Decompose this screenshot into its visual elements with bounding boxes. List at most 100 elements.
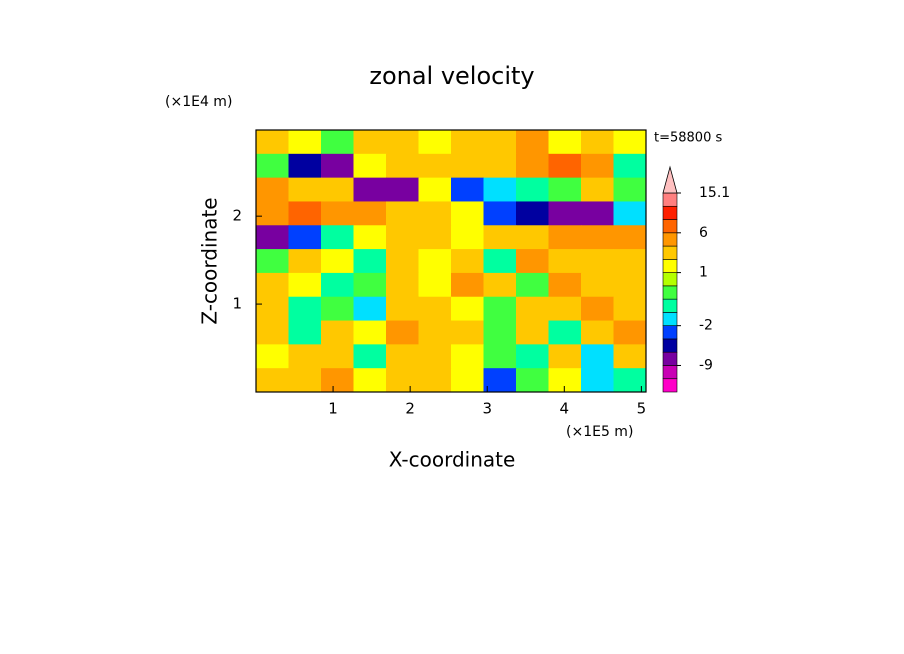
x-tick-label: 5 bbox=[637, 400, 647, 418]
contour-cell bbox=[613, 177, 647, 202]
colorbar-segment bbox=[662, 219, 678, 234]
colorbar-segment bbox=[662, 205, 678, 220]
contour-cell bbox=[516, 296, 549, 322]
contour-cell bbox=[418, 225, 452, 250]
colorbar-tick-label: 1 bbox=[699, 265, 708, 281]
contour-cell bbox=[548, 368, 582, 393]
contour-cell bbox=[256, 344, 289, 369]
colorbar-tick-label: -9 bbox=[699, 357, 713, 373]
contour-cell bbox=[516, 153, 549, 179]
contour-cell bbox=[321, 201, 354, 226]
contour-cell bbox=[288, 296, 322, 322]
contour-cell bbox=[288, 153, 322, 179]
contour-cell bbox=[451, 368, 484, 393]
contour-cell bbox=[451, 320, 484, 345]
contour-cell bbox=[288, 201, 322, 226]
contour-cell bbox=[581, 320, 614, 345]
contour-cell bbox=[483, 225, 517, 250]
contour-cell bbox=[288, 177, 322, 202]
contour-cell bbox=[353, 201, 387, 226]
contour-cell bbox=[483, 153, 517, 179]
contour-cell bbox=[548, 153, 582, 179]
y-unit: (×1E4 m) bbox=[165, 94, 232, 110]
contour-cell bbox=[353, 368, 387, 393]
contour-cell bbox=[451, 177, 484, 202]
contour-cell bbox=[386, 201, 419, 226]
colorbar-tick-label: 15.1 bbox=[699, 185, 730, 201]
colorbar-segment bbox=[662, 232, 678, 247]
contour-cell bbox=[483, 272, 517, 298]
contour-cell bbox=[613, 225, 647, 250]
contour-cell bbox=[418, 177, 452, 202]
contour-cell bbox=[256, 225, 289, 250]
contour-cell bbox=[288, 368, 322, 393]
contour-cell bbox=[548, 249, 582, 274]
contour-cell bbox=[288, 249, 322, 274]
contour-cell bbox=[321, 177, 354, 202]
x-unit: (×1E5 m) bbox=[566, 424, 633, 440]
contour-cell bbox=[418, 368, 452, 393]
contour-cell bbox=[386, 272, 419, 298]
contour-cell bbox=[451, 225, 484, 250]
contour-cell bbox=[256, 177, 289, 202]
contour-cell bbox=[516, 225, 549, 250]
contour-cell bbox=[548, 177, 582, 202]
plot-frame bbox=[255, 129, 647, 393]
contour-cell bbox=[418, 320, 452, 345]
contour-cell bbox=[353, 130, 387, 155]
contour-cell bbox=[386, 177, 419, 202]
contour-cell bbox=[516, 272, 549, 298]
contour-cell bbox=[451, 201, 484, 226]
contour-cell bbox=[613, 249, 647, 274]
contour-cell bbox=[288, 225, 322, 250]
contour-cell bbox=[321, 130, 354, 155]
x-tick-label: 2 bbox=[405, 400, 415, 418]
contour-cell bbox=[353, 344, 387, 369]
contour-cell bbox=[386, 153, 419, 179]
contour-cell bbox=[581, 272, 614, 298]
contour-cell bbox=[451, 153, 484, 179]
contour-cell bbox=[451, 130, 484, 155]
contour-cell bbox=[483, 201, 517, 226]
contour-cell bbox=[548, 201, 582, 226]
contour-cell bbox=[581, 201, 614, 226]
contour-cell bbox=[581, 225, 614, 250]
contour-cell bbox=[613, 296, 647, 322]
colorbar-segment bbox=[662, 312, 678, 326]
contour-cell bbox=[321, 320, 354, 345]
contour-cell bbox=[353, 177, 387, 202]
contour-cell bbox=[386, 130, 419, 155]
contour-cell bbox=[321, 272, 354, 298]
contour-cell bbox=[386, 296, 419, 322]
contour-cell bbox=[353, 320, 387, 345]
colorbar-segment bbox=[662, 298, 678, 313]
contour-cell bbox=[288, 272, 322, 298]
contour-cell bbox=[548, 320, 582, 345]
contour-cell bbox=[613, 153, 647, 179]
contour-cell bbox=[548, 130, 582, 155]
contour-cell bbox=[256, 153, 289, 179]
x-tick-label: 4 bbox=[560, 400, 570, 418]
colorbar-tick-label: 6 bbox=[699, 225, 708, 241]
colorbar-extend bbox=[662, 165, 678, 194]
colorbar-segment bbox=[662, 245, 678, 260]
contour-cell bbox=[321, 249, 354, 274]
colorbar-segment bbox=[662, 259, 678, 273]
contour-cell bbox=[386, 320, 419, 345]
contour-cell bbox=[483, 249, 517, 274]
contour-cell bbox=[483, 296, 517, 322]
colorbar-segment bbox=[662, 192, 678, 207]
contour-cell bbox=[516, 320, 549, 345]
contour-cell bbox=[321, 225, 354, 250]
contour-cell bbox=[451, 272, 484, 298]
contour-cell bbox=[418, 272, 452, 298]
contour-cell bbox=[516, 249, 549, 274]
contour-cell bbox=[483, 130, 517, 155]
colorbar-segment bbox=[662, 285, 678, 300]
contour-cell bbox=[418, 201, 452, 226]
contour-cell bbox=[516, 344, 549, 369]
x-axis-label: X-coordinate bbox=[389, 448, 516, 472]
colorbar-tick-label: -2 bbox=[699, 318, 713, 334]
contour-cell bbox=[483, 177, 517, 202]
contour-cell bbox=[483, 368, 517, 393]
